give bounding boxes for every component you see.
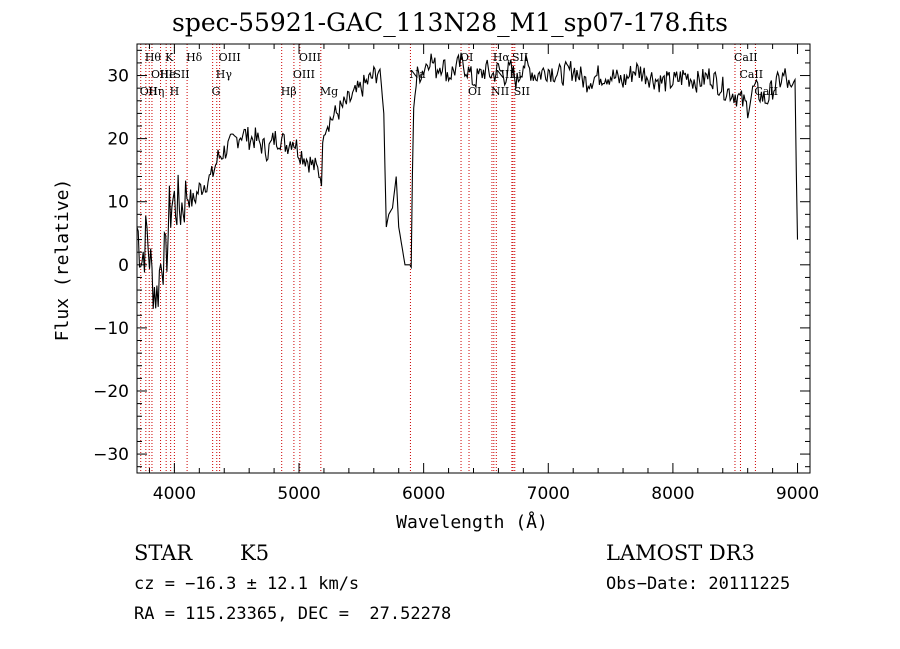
spectral-line-label: SII [173, 68, 189, 81]
spectral-line-label: OI [468, 85, 481, 98]
x-tick-label: 9000 [776, 484, 819, 504]
spectral-line-label: OIII [151, 68, 173, 81]
spectral-line-label: Hη [148, 85, 164, 98]
spectral-line-label: Na [409, 68, 426, 81]
y-tick-label: −30 [93, 445, 129, 465]
spectral-line-label: H [170, 85, 180, 98]
spectral-line-label: OIII [219, 51, 241, 64]
object-class: STAR [134, 541, 193, 565]
ra-dec: RA = 115.23365, DEC = 27.52278 [134, 604, 452, 624]
object-subclass: K5 [240, 541, 270, 565]
x-tick-label: 5000 [277, 484, 320, 504]
flux-line [136, 52, 799, 309]
x-tick-label: 8000 [651, 484, 694, 504]
x-tick-label: 4000 [153, 484, 196, 504]
spectral-line-label: OII [140, 85, 158, 98]
spectral-line-label: Hδ [186, 51, 203, 64]
y-tick-label: 20 [107, 130, 129, 150]
survey-name: LAMOST DR3 [606, 541, 755, 565]
axis-ticks: 4000 5000 6000 7000 8000 9000 −30 −20 −10 0 10 20 30 [93, 44, 819, 504]
spectral-line-label: Hθ [145, 51, 162, 64]
spectral-line-label: He [160, 68, 176, 81]
x-axis-label: Wavelength (Å) [396, 511, 548, 533]
spectral-line-label: CaII [734, 51, 758, 64]
redshift-cz: cz = −16.3 ± 12.1 km/s [134, 574, 360, 594]
chart-title: spec-55921-GAC_113N28_M1_sp07-178.fits [172, 8, 728, 37]
spectral-line-label: Mg [320, 85, 338, 98]
spectral-line-label: Li [511, 68, 522, 81]
spectral-line-markers [140, 44, 756, 473]
spectral-line-label: K [165, 51, 174, 64]
spectral-line-label: OI [460, 51, 473, 64]
plot-frame [136, 43, 811, 474]
spectral-line-label: OIII [293, 68, 315, 81]
y-axis-label: Flux (relative) [52, 179, 73, 342]
spectral-line-label: NII [491, 85, 509, 98]
line-labels: OIIHθHηOIIIHeKHSIIHδGHγOIIIHβOIIIOIIIMgN… [140, 51, 778, 98]
spectral-line-label: CaII [754, 85, 778, 98]
observation-date: Obs−Date: 20111225 [606, 574, 791, 594]
flux-series [136, 52, 799, 309]
y-tick-label: 0 [118, 256, 129, 276]
spectral-line-label: NII [495, 68, 513, 81]
spectral-line-label: Hγ [216, 68, 233, 81]
spectral-line-label: SII [514, 85, 530, 98]
x-tick-label: 7000 [527, 484, 570, 504]
spectral-line-label: OIII [299, 51, 321, 64]
spectral-line-label: G [212, 85, 221, 98]
spectral-line-label: Hβ [281, 85, 297, 98]
spectral-line-label: SII [512, 51, 528, 64]
y-tick-label: 30 [107, 67, 129, 87]
spectral-line-label: CaII [739, 68, 763, 81]
y-tick-label: −10 [93, 319, 129, 339]
y-tick-label: −20 [93, 382, 129, 402]
spectral-line-label: Hα [493, 51, 511, 64]
y-tick-label: 10 [107, 193, 129, 213]
x-tick-label: 6000 [402, 484, 445, 504]
